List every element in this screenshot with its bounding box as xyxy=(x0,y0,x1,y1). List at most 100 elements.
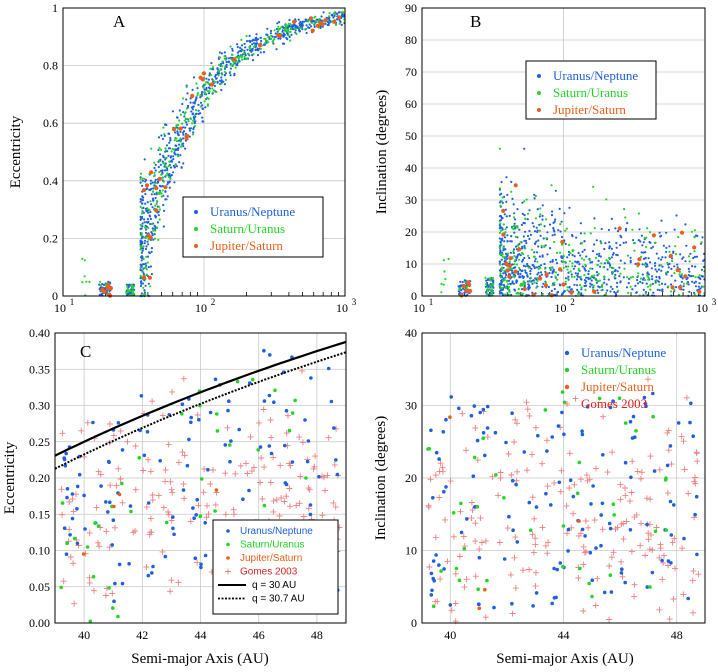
saturn-uranus-point xyxy=(447,257,450,261)
saturn-uranus-point xyxy=(560,390,565,394)
saturn-uranus-point xyxy=(65,541,69,545)
saturn-uranus-point xyxy=(590,594,594,599)
gomes-2003-point xyxy=(646,546,653,553)
uranus-neptune-point xyxy=(583,240,586,243)
saturn-uranus-point xyxy=(580,241,584,244)
uranus-neptune-point xyxy=(306,439,311,443)
uranus-neptune-point xyxy=(539,264,543,267)
uranus-neptune-point xyxy=(143,289,146,292)
uranus-neptune-point xyxy=(669,561,673,565)
saturn-uranus-point xyxy=(167,175,170,178)
uranus-neptune-point xyxy=(555,567,559,572)
saturn-uranus-point xyxy=(157,159,161,162)
uranus-neptune-point xyxy=(641,273,644,276)
uranus-neptune-point xyxy=(199,101,203,104)
uranus-neptune-point xyxy=(666,559,671,563)
saturn-uranus-point xyxy=(637,212,641,215)
uranus-neptune-point xyxy=(694,265,697,268)
uranus-neptune-point xyxy=(180,402,185,407)
uranus-neptune-point xyxy=(608,262,611,265)
saturn-uranus-point xyxy=(179,140,182,143)
panel-c-label: C xyxy=(80,342,91,361)
uranus-neptune-point xyxy=(91,420,95,425)
jupiter-saturn-point xyxy=(315,23,320,28)
saturn-uranus-point xyxy=(488,277,491,280)
saturn-uranus-point xyxy=(559,223,562,226)
saturn-uranus-point xyxy=(645,245,648,249)
y-tick-label: 50 xyxy=(405,129,417,143)
saturn-uranus-point xyxy=(597,272,600,275)
uranus-neptune-point xyxy=(498,290,501,293)
jupiter-saturn-point xyxy=(185,133,190,139)
uranus-neptune-point xyxy=(642,251,645,254)
legend-gomes-marker xyxy=(225,568,231,575)
saturn-uranus-point xyxy=(608,265,612,268)
saturn-uranus-point xyxy=(534,217,538,220)
y-tick-label: 0.20 xyxy=(29,471,50,485)
jupiter-saturn-point xyxy=(214,488,219,492)
saturn-uranus-point xyxy=(490,288,493,291)
uranus-neptune-point xyxy=(233,72,236,75)
y-tick-label: 20 xyxy=(405,471,417,485)
saturn-uranus-point xyxy=(612,271,615,274)
saturn-uranus-point xyxy=(688,260,691,263)
jupiter-saturn-point xyxy=(468,288,473,294)
uranus-neptune-point xyxy=(167,173,170,176)
saturn-uranus-point xyxy=(215,429,220,433)
saturn-uranus-point xyxy=(290,411,295,415)
uranus-neptune-point xyxy=(168,132,171,135)
saturn-uranus-point xyxy=(665,271,668,274)
saturn-uranus-point xyxy=(492,282,495,286)
uranus-neptune-point xyxy=(505,255,508,258)
uranus-neptune-point xyxy=(295,25,299,28)
jupiter-saturn-point xyxy=(117,492,122,497)
uranus-neptune-point xyxy=(603,278,606,281)
uranus-neptune-point xyxy=(580,429,584,434)
gomes-2003-point xyxy=(620,520,627,527)
saturn-uranus-point xyxy=(116,614,120,619)
uranus-neptune-point xyxy=(139,269,142,272)
saturn-uranus-point xyxy=(544,267,547,270)
saturn-uranus-point xyxy=(143,236,146,239)
uranus-neptune-point xyxy=(283,443,287,448)
saturn-uranus-point xyxy=(510,190,513,193)
uranus-neptune-point xyxy=(580,527,585,532)
uranus-neptune-point xyxy=(529,270,532,273)
saturn-uranus-point xyxy=(591,274,594,277)
jupiter-saturn-point xyxy=(461,283,466,289)
uranus-neptune-point xyxy=(632,239,635,242)
jupiter-saturn-point xyxy=(257,43,263,48)
uranus-neptune-point xyxy=(519,268,522,271)
saturn-uranus-point xyxy=(141,207,144,210)
saturn-uranus-point xyxy=(508,260,511,263)
x-tick-label: 48 xyxy=(671,628,683,642)
gomes-2003-point xyxy=(187,518,194,525)
panel-c-xlabel: Semi-major Axis (AU) xyxy=(131,651,268,667)
uranus-neptune-point xyxy=(644,262,647,265)
saturn-uranus-point xyxy=(223,55,226,58)
saturn-uranus-point xyxy=(649,288,652,291)
uranus-neptune-point xyxy=(149,179,152,182)
uranus-neptune-point xyxy=(104,500,108,504)
uranus-neptune-point xyxy=(642,241,645,244)
uranus-neptune-point xyxy=(83,527,87,531)
gomes-2003-point xyxy=(656,554,663,561)
jupiter-saturn-point xyxy=(141,275,146,280)
gomes-2003-point xyxy=(476,546,483,553)
uranus-neptune-point xyxy=(485,426,490,430)
uranus-neptune-point xyxy=(157,165,160,169)
saturn-uranus-point xyxy=(503,293,506,296)
saturn-uranus-point xyxy=(489,284,492,287)
uranus-neptune-point xyxy=(174,153,177,156)
uranus-neptune-point xyxy=(166,195,169,198)
uranus-neptune-point xyxy=(511,280,514,283)
jupiter-saturn-point xyxy=(337,15,342,20)
gomes-2003-point xyxy=(257,479,264,486)
uranus-neptune-point xyxy=(528,229,531,233)
uranus-neptune-point xyxy=(510,235,513,238)
jupiter-saturn-point xyxy=(105,286,110,291)
uranus-neptune-point xyxy=(157,136,161,139)
uranus-neptune-point xyxy=(675,286,678,289)
saturn-uranus-point xyxy=(568,243,571,247)
gomes-2003-point xyxy=(165,509,172,515)
